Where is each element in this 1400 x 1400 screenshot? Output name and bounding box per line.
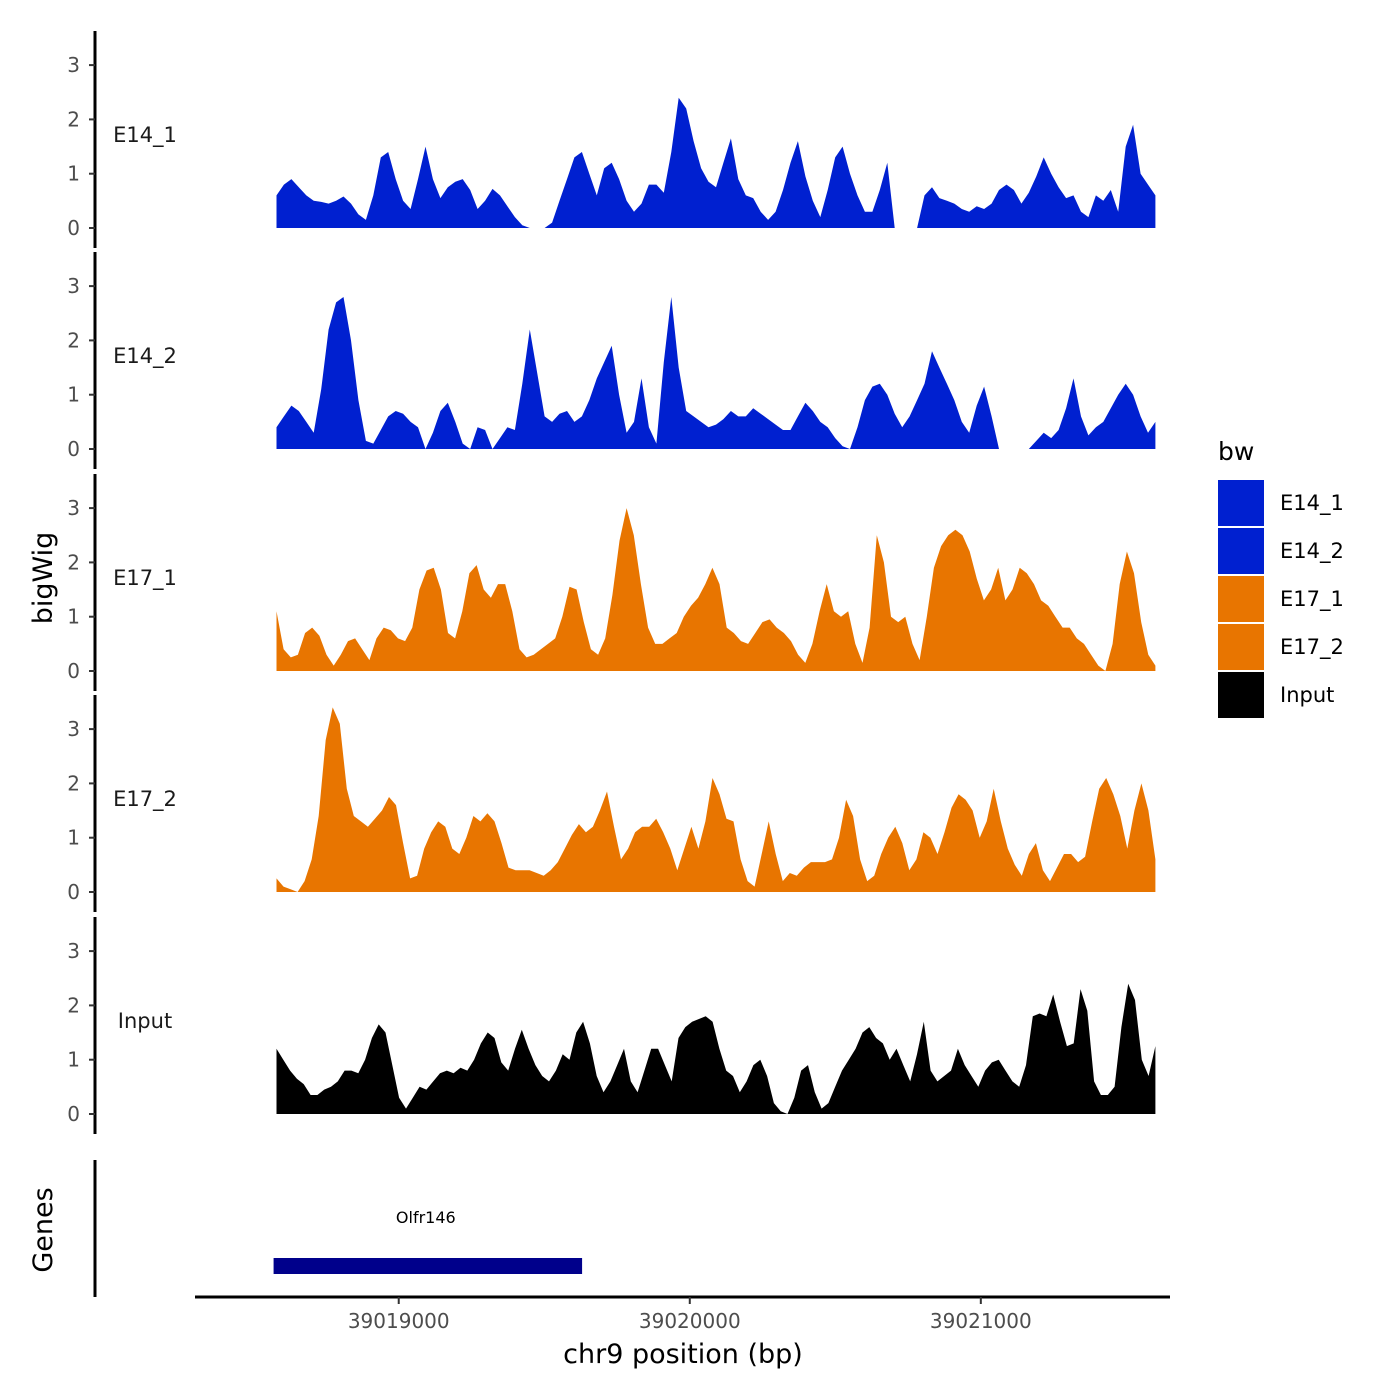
tracks-group: 0 1 2 3 E14_1 0 1 2 3 E14_2 0 1 2 3 E17_1 0 1 2 3 E17_2 0 1 2 3… (67, 31, 1156, 1134)
y-tick-label: 0 (67, 216, 80, 240)
legend-swatch (1218, 672, 1264, 718)
gene-Olfr146: Olfr146 (273, 1208, 583, 1274)
x-axis-title: chr9 position (bp) (563, 1339, 803, 1370)
y-axis-title: bigWig (28, 532, 59, 625)
y-tick-label: 1 (67, 605, 80, 629)
legend-item-Input: Input (1218, 672, 1334, 718)
y-tick-label: 0 (67, 659, 80, 683)
genes-axis-title: Genes (28, 1187, 59, 1272)
legend-swatch (1218, 528, 1264, 574)
y-tick-label: 1 (67, 1048, 80, 1072)
legend-item-E17_2: E17_2 (1218, 624, 1344, 670)
x-tick-label: 39019000 (348, 1309, 450, 1333)
track-E17_1: 0 1 2 3 E17_1 (67, 474, 1156, 691)
track-Input: 0 1 2 3 Input (67, 917, 1156, 1134)
y-tick-label: 1 (67, 162, 80, 186)
y-tick-label: 2 (67, 771, 80, 795)
x-tick-label: 39021000 (930, 1309, 1032, 1333)
track-label: E14_1 (113, 123, 177, 148)
legend-swatch (1218, 624, 1264, 670)
y-tick-label: 3 (67, 496, 80, 520)
y-tick-label: 0 (67, 1102, 80, 1126)
y-tick-label: 2 (67, 107, 80, 131)
y-tick-label: 1 (67, 826, 80, 850)
track-label: E17_2 (113, 787, 177, 812)
gene-label: Olfr146 (396, 1208, 456, 1227)
legend-item-E17_1: E17_1 (1218, 576, 1344, 622)
track-label: E14_2 (113, 344, 177, 369)
legend-swatch (1218, 480, 1264, 526)
y-tick-label: 2 (67, 328, 80, 352)
track-E14_1: 0 1 2 3 E14_1 (67, 31, 1156, 248)
legend-title: bw (1218, 437, 1254, 466)
legend-item-E14_2: E14_2 (1218, 528, 1344, 574)
y-tick-label: 2 (67, 993, 80, 1017)
track-label: E17_1 (113, 566, 177, 591)
legend-swatch (1218, 576, 1264, 622)
gene-body (273, 1258, 583, 1274)
legend-label: E14_2 (1280, 539, 1344, 564)
y-tick-label: 3 (67, 53, 80, 77)
coverage-area-E14_2 (276, 297, 1156, 449)
track-E14_2: 0 1 2 3 E14_2 (67, 252, 1156, 469)
coverage-area-E17_2 (276, 707, 1156, 892)
legend-item-E14_1: E14_1 (1218, 480, 1344, 526)
genes-group: Olfr146 (93, 1160, 583, 1297)
legend-label: E14_1 (1280, 491, 1344, 516)
y-tick-label: 1 (67, 383, 80, 407)
legend-label: E17_2 (1280, 635, 1344, 660)
x-axis: 39019000 39020000 39021000 (195, 1295, 1170, 1333)
y-tick-label: 3 (67, 717, 80, 741)
y-tick-label: 0 (67, 880, 80, 904)
legend-label: E17_1 (1280, 587, 1344, 612)
track-label: Input (118, 1009, 172, 1033)
y-tick-label: 3 (67, 939, 80, 963)
track-E17_2: 0 1 2 3 E17_2 (67, 695, 1156, 912)
coverage-area-E14_1 (276, 97, 1156, 228)
x-tick-label: 39020000 (639, 1309, 741, 1333)
coverage-area-E17_1 (276, 508, 1156, 671)
y-tick-label: 2 (67, 550, 80, 574)
y-tick-label: 3 (67, 274, 80, 298)
y-tick-label: 0 (67, 437, 80, 461)
legend: bw E14_1 E14_2 E17_1 E17_2 Input (1218, 437, 1344, 718)
coverage-area-Input (276, 983, 1156, 1114)
legend-label: Input (1280, 683, 1334, 707)
